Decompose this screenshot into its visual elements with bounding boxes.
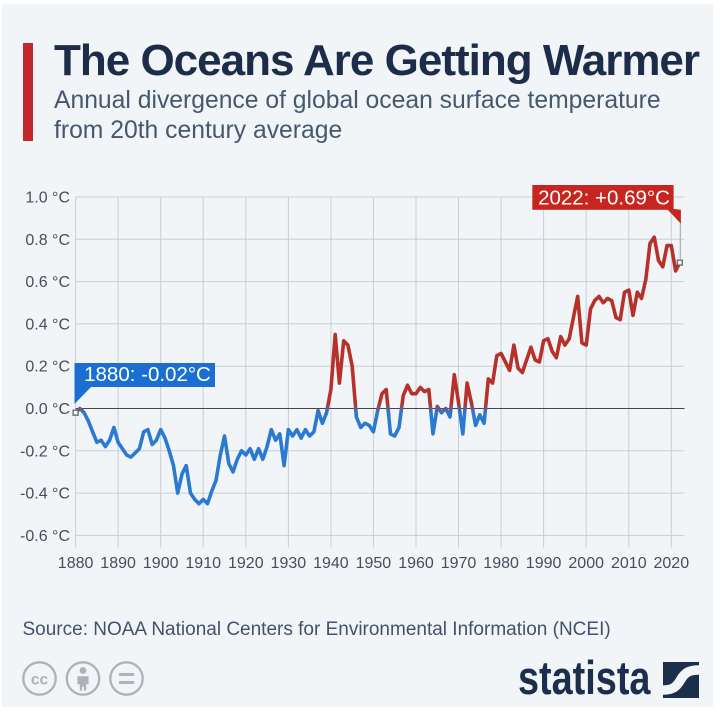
svg-text:0.0 °C: 0.0 °C [25,401,70,418]
svg-text:2000: 2000 [568,555,604,572]
svg-text:1960: 1960 [398,555,434,572]
svg-text:0.4 °C: 0.4 °C [25,316,70,333]
svg-text:2010: 2010 [611,555,647,572]
svg-text:-0.2 °C: -0.2 °C [20,443,70,460]
svg-text:0.8 °C: 0.8 °C [25,232,70,249]
svg-text:1920: 1920 [228,555,264,572]
svg-text:1900: 1900 [143,555,179,572]
svg-text:1.0 °C: 1.0 °C [25,190,70,207]
svg-text:1980: 1980 [483,555,519,572]
svg-text:1940: 1940 [313,555,349,572]
svg-text:1880: 1880 [58,555,94,572]
svg-text:2020: 2020 [654,555,690,572]
svg-text:1970: 1970 [441,555,477,572]
svg-text:-0.4 °C: -0.4 °C [20,486,70,503]
svg-text:1910: 1910 [185,555,221,572]
svg-text:0.2 °C: 0.2 °C [25,359,70,376]
svg-text:0.6 °C: 0.6 °C [25,274,70,291]
svg-text:2022: +0.69°C: 2022: +0.69°C [538,186,670,209]
svg-text:cc: cc [31,672,49,689]
svg-text:-0.6 °C: -0.6 °C [20,528,70,545]
svg-text:1990: 1990 [526,555,562,572]
svg-text:1950: 1950 [356,555,392,572]
svg-text:1890: 1890 [100,555,136,572]
svg-text:1880: -0.02°C: 1880: -0.02°C [84,363,211,386]
svg-text:1930: 1930 [271,555,307,572]
